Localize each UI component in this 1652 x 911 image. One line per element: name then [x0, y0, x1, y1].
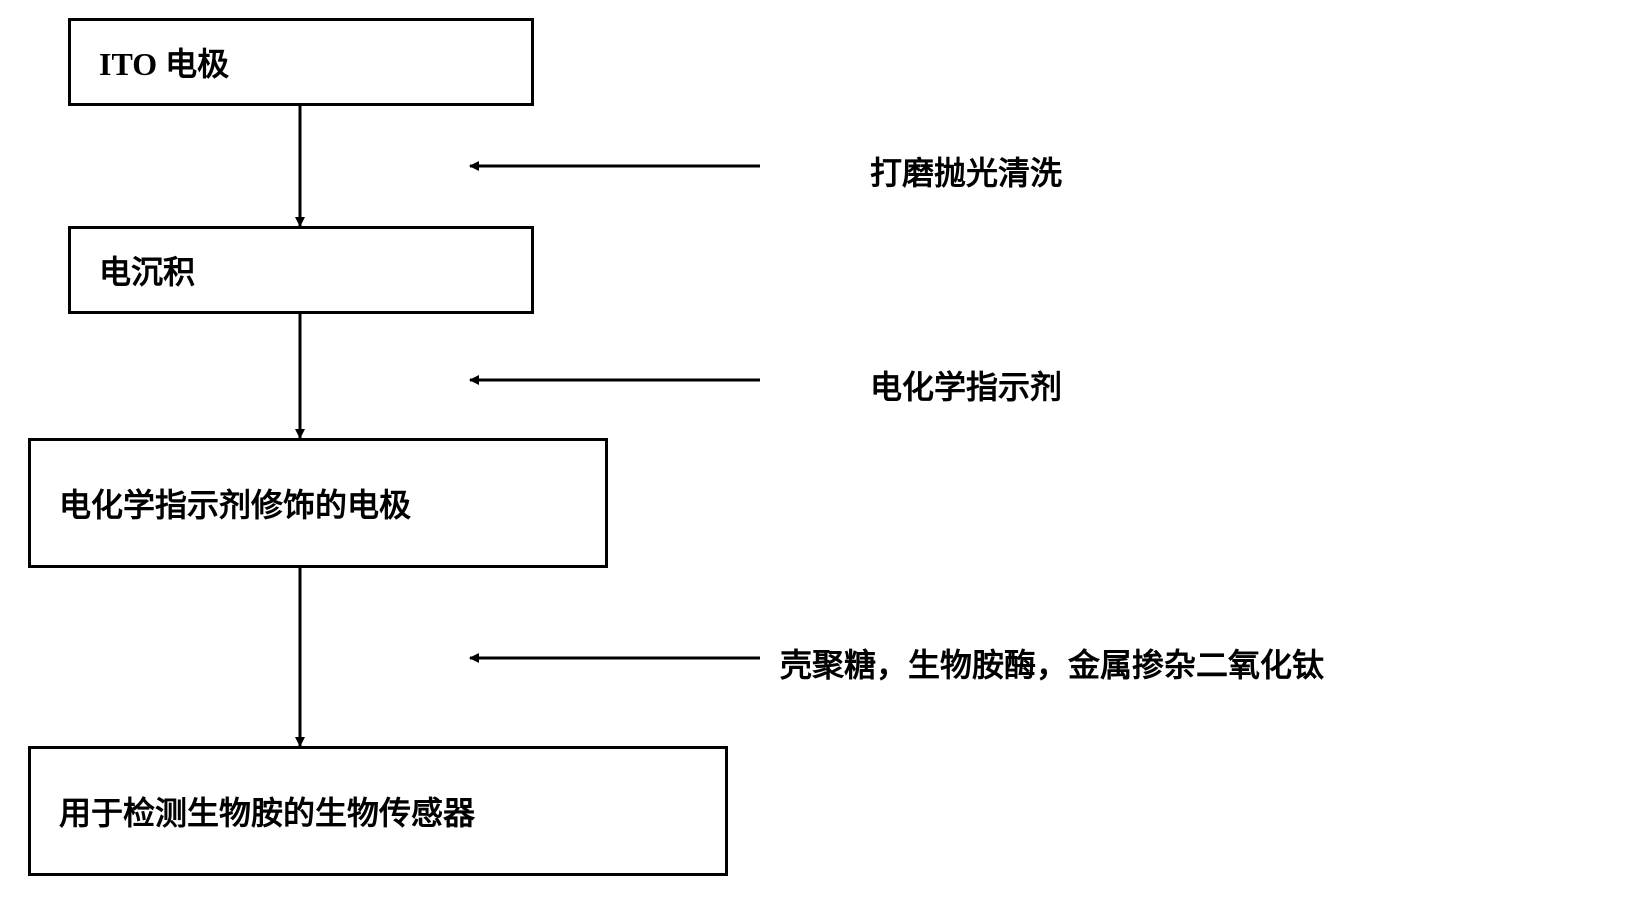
step-label-polish-clean: 打磨抛光清洗 — [870, 148, 1062, 194]
flowchart-node-indicator-modified-electrode: 电化学指示剂修饰的电极 — [28, 438, 608, 568]
flowchart-canvas: ITO 电极 电沉积 电化学指示剂修饰的电极 用于检测生物胺的生物传感器 打磨抛… — [0, 0, 1652, 911]
node-label: 电化学指示剂修饰的电极 — [59, 480, 411, 526]
step-label-text: 打磨抛光清洗 — [870, 155, 1062, 191]
step-label-text: 电化学指示剂 — [870, 369, 1062, 405]
step-label-chitosan-enzyme-tio2: 壳聚糖，生物胺酶，金属掺杂二氧化钛 — [780, 640, 1324, 686]
flowchart-node-biosensor: 用于检测生物胺的生物传感器 — [28, 746, 728, 876]
flowchart-node-ito-electrode: ITO 电极 — [68, 18, 534, 106]
flowchart-node-electrodeposition: 电沉积 — [68, 226, 534, 314]
step-label-electrochemical-indicator: 电化学指示剂 — [870, 362, 1062, 408]
node-label: ITO 电极 — [99, 39, 229, 85]
step-label-text: 壳聚糖，生物胺酶，金属掺杂二氧化钛 — [780, 647, 1324, 683]
node-label: 电沉积 — [99, 247, 195, 293]
node-label: 用于检测生物胺的生物传感器 — [59, 788, 475, 834]
